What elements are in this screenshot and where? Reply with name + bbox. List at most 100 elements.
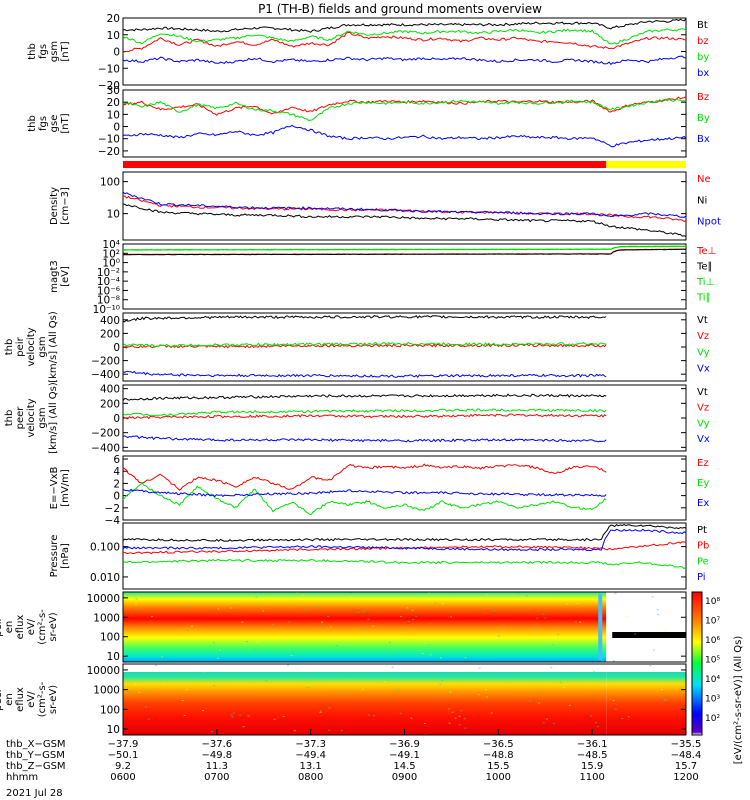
- spectrogram-speckle: [601, 660, 604, 662]
- panel-pressure: 0.100 0.010 Pressure[nPa] Pt Pb Pe Pi: [49, 522, 709, 590]
- series-line-Vt: [122, 315, 607, 323]
- y-axis-label-line: [mV/m]: [60, 469, 71, 507]
- ephemeris-value: −49.8: [202, 750, 233, 761]
- spectrogram-speckle: [657, 614, 660, 616]
- spectrogram-speckle: [232, 712, 235, 714]
- spectrogram-speckle: [493, 609, 496, 611]
- spectrogram-speckle: [287, 664, 290, 666]
- panel-frame: [122, 522, 687, 590]
- y-tick-label: 10000: [87, 593, 120, 605]
- spectrogram-speckle: [528, 700, 531, 702]
- spectrogram-speckle: [614, 708, 617, 710]
- spectrogram-speckle: [319, 623, 322, 625]
- spectrogram-speckle: [460, 710, 463, 712]
- ephemeris-value: −48.4: [671, 750, 702, 761]
- legend-entry: Vy: [697, 347, 710, 358]
- y-tick-label: −20: [98, 146, 120, 158]
- spectrogram-speckle: [357, 611, 360, 613]
- legend-entry: Ti∥: [696, 292, 711, 303]
- spectrogram-speckle: [203, 671, 206, 673]
- y-axis-label-line: magt3: [49, 260, 60, 293]
- spectrogram-speckle: [412, 619, 415, 621]
- spectrogram-speckle: [649, 665, 652, 667]
- spectrogram-speckle: [254, 648, 257, 650]
- y-tick-label: 10: [107, 109, 120, 121]
- legend-entry: Pb: [697, 541, 709, 552]
- spectrogram-speckle: [128, 691, 131, 693]
- panel-peir-spectrogram: 10000 1000 100 10 thbpeirenefluxeV/(cm²-s-sr…: [0, 591, 687, 663]
- ephemeris-value: −36.1: [577, 739, 608, 750]
- spectrogram-speckle: [538, 702, 541, 704]
- spectrogram-speckle: [438, 696, 441, 698]
- spectrogram-speckle: [340, 730, 343, 732]
- series-line-Vx: [122, 370, 607, 379]
- y-axis-label-line: E=−VxB: [49, 467, 60, 510]
- y-axis-label: thbpeirvelocitygsm[km/s] (All Qs): [4, 311, 59, 383]
- y-axis-label-line: velocity: [26, 327, 37, 366]
- spectrogram-speckle: [394, 653, 397, 655]
- spectrogram-speckle: [238, 714, 241, 716]
- y-tick-label: −10: [98, 134, 120, 146]
- spectrogram-speckle: [463, 718, 466, 720]
- spectrogram-field: [123, 592, 607, 662]
- spectrogram-top: [123, 664, 686, 672]
- spectrogram-speckle: [626, 616, 629, 618]
- y-axis-label-line: fgs: [38, 44, 49, 59]
- spectrogram-speckle: [161, 656, 164, 658]
- spectrogram-speckle: [596, 726, 599, 728]
- spectrogram-speckle: [429, 654, 432, 656]
- spectrogram-speckle: [293, 730, 296, 732]
- spectrogram-speckle: [296, 592, 299, 594]
- y-tick-label: 20: [107, 13, 120, 25]
- quality-flag-red: [123, 161, 607, 168]
- spectrogram-speckle: [262, 610, 265, 612]
- spectrogram-speckle: [612, 660, 615, 662]
- y-tick-label: 0: [113, 491, 120, 503]
- panel-frame: [122, 591, 687, 663]
- legend-entry: bz: [697, 36, 709, 47]
- spectrogram-speckle: [191, 625, 194, 627]
- ephemeris-value: 11.3: [206, 761, 228, 772]
- spectrogram-speckle: [385, 665, 388, 667]
- spectrogram-speckle: [335, 644, 338, 646]
- y-tick-label: 100: [100, 704, 120, 716]
- y-axis-label: Density[cm−3]: [49, 187, 71, 225]
- spectrogram-speckle: [296, 668, 299, 670]
- ephemeris-value: 1100: [579, 772, 604, 783]
- ephemeris-value: 9.2: [115, 761, 131, 772]
- spectrogram-speckle: [612, 700, 615, 702]
- spectrogram-speckle: [593, 671, 596, 673]
- panel-frame: [122, 243, 687, 310]
- spectrogram-speckle: [552, 723, 555, 725]
- panel-frame: [122, 171, 687, 241]
- y-tick-label: 400: [100, 315, 120, 327]
- ephemeris-value: 13.1: [300, 761, 322, 772]
- y-tick-label: 30: [107, 85, 120, 97]
- y-axis-label: magt3[eV]: [49, 260, 71, 293]
- spectrogram-speckle: [241, 621, 244, 623]
- spectrogram-speckle: [517, 592, 520, 594]
- legend-entry: Ex: [697, 498, 709, 509]
- legend-entry: Te⊥: [696, 246, 716, 257]
- spectrogram-speckle: [288, 621, 291, 623]
- y-axis-label-line: peer: [15, 406, 26, 430]
- spectrogram-speckle: [350, 592, 353, 594]
- y-tick-label: −400: [91, 442, 120, 454]
- y-axis-label-line: sr-eV): [48, 612, 59, 641]
- date-label: 2021 Jul 28: [6, 788, 63, 799]
- spectrogram-speckle: [458, 724, 461, 726]
- ephemeris-value: −49.4: [295, 750, 326, 761]
- y-tick-label: −200: [91, 428, 120, 440]
- spectrogram-speckle: [186, 606, 189, 608]
- spectrogram-speckle: [684, 665, 687, 667]
- y-axis-label-line: eflux: [15, 687, 26, 712]
- legend-entry: Vy: [697, 418, 710, 429]
- spectrogram-speckle: [388, 642, 391, 644]
- spectrogram-speckle: [265, 680, 268, 682]
- y-axis-label-line: (cm²-s-: [37, 681, 48, 717]
- panels-group: 20100−10−20thbfgsgsm[nT]Btbzbybx3020100−…: [0, 13, 744, 764]
- spectrogram-speckle: [441, 603, 444, 605]
- spectrogram-speckle: [307, 687, 310, 689]
- spectrogram-speckle: [458, 715, 461, 717]
